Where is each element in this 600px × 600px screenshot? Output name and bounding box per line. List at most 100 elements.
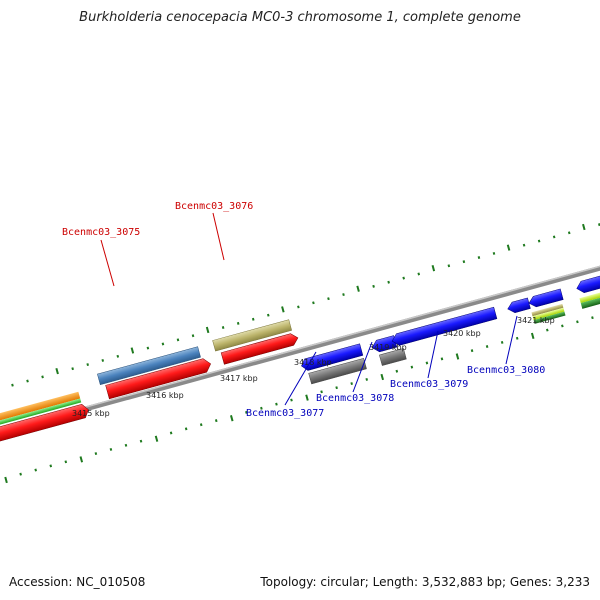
gene-bcenmc03-3075-cds[interactable] <box>97 346 201 386</box>
tick-mark <box>546 328 549 332</box>
gene-label-3075[interactable]: Bcenmc03_3075 <box>62 227 140 238</box>
upper-tick-track <box>11 223 600 387</box>
tick-mark <box>191 334 195 338</box>
tick-mark <box>94 452 98 456</box>
gene-bcenmc03-3080-cds[interactable] <box>531 303 564 317</box>
leader-line-3079 <box>427 330 439 379</box>
tick-mark <box>462 260 466 264</box>
tick-mark <box>86 363 90 367</box>
tick-mark <box>522 243 526 247</box>
tick-mark <box>260 406 263 410</box>
tick-mark <box>11 383 14 387</box>
tick-mark <box>205 326 210 334</box>
gene-bcenmc03-3076[interactable] <box>220 332 299 365</box>
leader-line-3076 <box>212 212 225 261</box>
gene-green-right-edge[interactable] <box>580 284 600 309</box>
tick-mark <box>34 468 37 472</box>
tick-mark <box>26 379 29 383</box>
tick-mark <box>431 265 436 272</box>
leader-line-3078 <box>352 341 373 393</box>
tick-mark <box>214 419 218 423</box>
scale-label: 3420 kbp <box>443 329 481 338</box>
gene-bcenmc03-3080-cds-b[interactable] <box>532 307 565 321</box>
tick-mark <box>312 301 315 305</box>
tick-mark <box>537 239 541 243</box>
tick-mark <box>109 447 113 451</box>
topology-summary: Topology: circular; Length: 3,532,883 bp… <box>260 575 590 589</box>
tick-mark <box>530 332 535 340</box>
tick-mark <box>184 427 188 431</box>
tick-mark <box>591 316 594 320</box>
tick-mark <box>576 320 579 324</box>
gene-orange-left[interactable] <box>0 391 81 426</box>
gene-bcenmc03-3080[interactable] <box>528 288 564 309</box>
gene-label-3079[interactable]: Bcenmc03_3079 <box>390 379 468 390</box>
tick-mark <box>447 264 451 268</box>
gene-blue-right-edge[interactable] <box>575 263 600 294</box>
gene-bcenmc03-3077[interactable] <box>300 343 364 372</box>
gene-label-3078[interactable]: Bcenmc03_3078 <box>316 393 394 404</box>
tick-mark <box>335 386 338 390</box>
tick-mark <box>350 382 353 386</box>
page-title: Burkholderia cenocepacia MC0-3 chromosom… <box>79 10 521 25</box>
tick-mark <box>297 305 300 309</box>
tick-mark <box>552 235 556 239</box>
accession-text: Accession: NC_010508 <box>9 575 146 589</box>
tick-mark <box>41 375 44 379</box>
scale-label: 3418 kbp <box>294 358 332 367</box>
tick-mark <box>116 354 120 358</box>
gene-blue-small[interactable] <box>506 297 531 314</box>
tick-mark <box>176 338 180 342</box>
upper-gene-features <box>0 319 299 446</box>
tick-mark <box>372 284 375 288</box>
scale-label: 3415 kbp <box>72 409 110 418</box>
gene-labels: Bcenmc03_3075 Bcenmc03_3076 Bcenmc03_307… <box>62 201 545 419</box>
tick-mark <box>281 306 285 313</box>
tick-mark <box>245 410 248 414</box>
tick-mark <box>161 342 165 346</box>
tick-mark <box>582 223 586 231</box>
gene-bcenmc03-3078-cds[interactable] <box>379 348 407 366</box>
tick-mark <box>19 472 22 476</box>
tick-mark <box>477 256 481 259</box>
gene-bcenmc03-3079[interactable] <box>391 306 498 347</box>
tick-mark <box>387 280 390 284</box>
tick-mark <box>470 349 474 353</box>
tick-mark <box>236 321 240 325</box>
lower-tick-track <box>4 316 594 484</box>
gene-label-3080[interactable]: Bcenmc03_3080 <box>467 365 545 376</box>
tick-mark <box>342 293 345 297</box>
tick-mark <box>410 365 414 369</box>
tick-mark <box>230 415 234 422</box>
tick-mark <box>79 456 84 463</box>
tick-mark <box>71 367 74 371</box>
gene-lime-right-edge[interactable] <box>579 279 600 304</box>
tick-mark <box>305 394 309 401</box>
gene-bcenmc03-3080-cds-c[interactable] <box>533 311 566 324</box>
scale-labels: 3415 kbp 3416 kbp 3417 kbp 3418 kbp 3419… <box>72 316 555 418</box>
gene-red-left[interactable] <box>0 403 90 446</box>
tick-mark <box>500 340 504 344</box>
gene-label-leaders <box>100 212 518 406</box>
scale-label: 3419 kbp <box>369 343 407 352</box>
tick-mark <box>139 439 143 443</box>
gene-bcenmc03-3078[interactable] <box>371 335 398 354</box>
tick-mark <box>146 346 150 350</box>
gene-bcenmc03-3075[interactable] <box>105 357 213 400</box>
tick-mark <box>395 369 399 373</box>
tick-mark <box>124 443 128 447</box>
gene-green-left[interactable] <box>0 398 82 430</box>
tick-mark <box>251 317 255 321</box>
gene-label-3077[interactable]: Bcenmc03_3077 <box>246 408 324 419</box>
tick-mark <box>356 285 360 292</box>
leader-line-3077 <box>284 351 317 406</box>
tick-mark <box>4 476 8 484</box>
gene-bcenmc03-3077-cds[interactable] <box>308 357 367 385</box>
tick-mark <box>425 361 429 365</box>
tick-mark <box>506 244 511 251</box>
gene-bcenmc03-3076-cds[interactable] <box>212 319 292 352</box>
gene-label-3076[interactable]: Bcenmc03_3076 <box>175 201 253 212</box>
tick-mark <box>221 326 225 329</box>
tick-mark <box>440 357 444 361</box>
